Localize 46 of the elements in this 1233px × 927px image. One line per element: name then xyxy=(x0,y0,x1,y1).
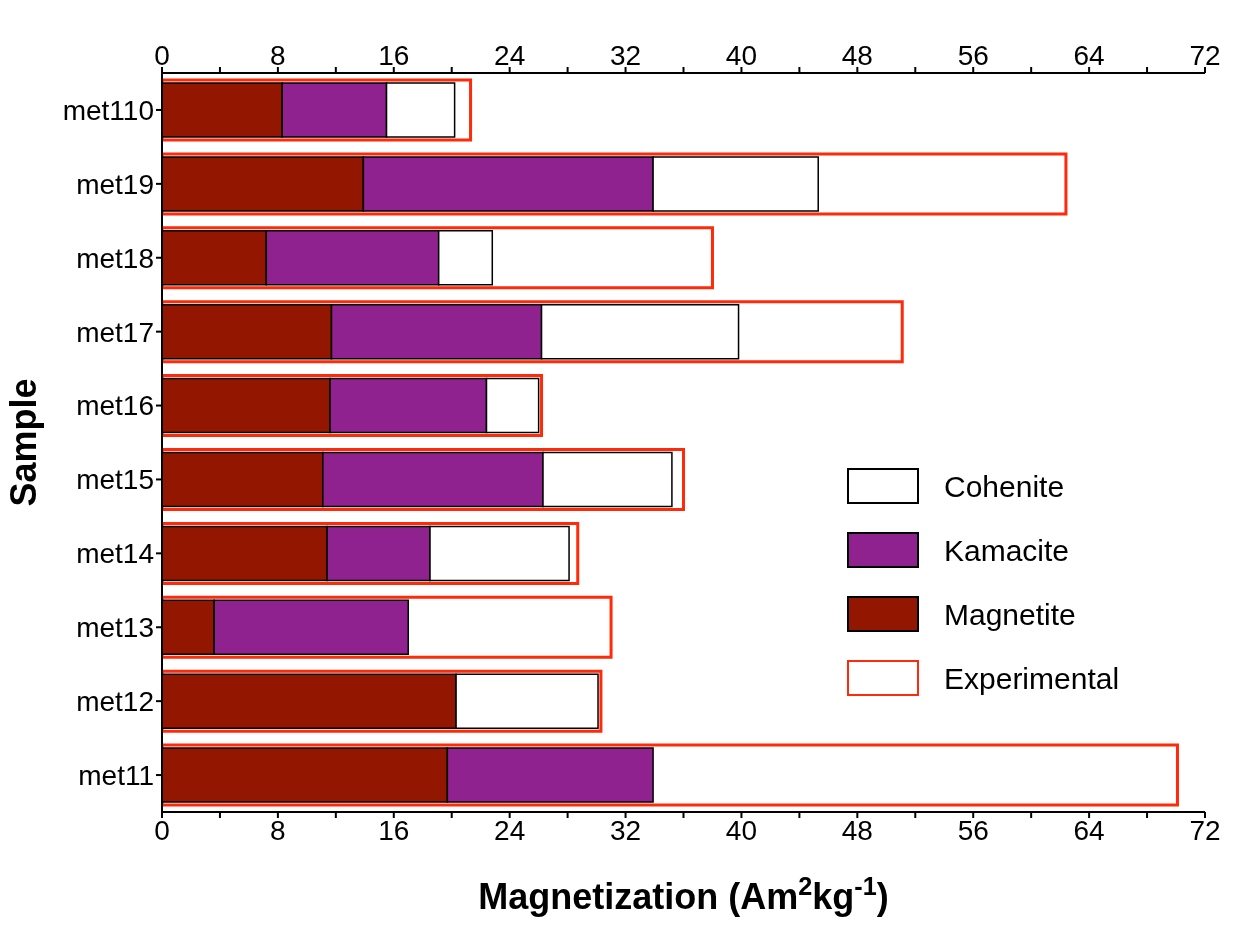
x-tick-label: 72 xyxy=(1189,40,1221,71)
y-tick-label: met11 xyxy=(78,759,154,791)
x-tick-label: 16 xyxy=(378,40,410,71)
x2-tick-label: 56 xyxy=(957,814,989,846)
bar xyxy=(162,152,1068,216)
x-tick-label: 64 xyxy=(1073,40,1105,71)
x-tick-label: 8 xyxy=(270,40,286,71)
x-tick-label: 0 xyxy=(154,40,170,71)
bar xyxy=(162,669,603,733)
legend-label: Magnetite xyxy=(944,598,1076,632)
x2-tick-label: 16 xyxy=(378,814,410,846)
x-tick-label: 56 xyxy=(957,40,989,71)
bar xyxy=(162,300,904,364)
y-tick-label: met12 xyxy=(76,686,154,718)
y-tick-label: met13 xyxy=(76,612,154,644)
y-tick-label: met17 xyxy=(76,316,154,348)
x2-tick-label: 40 xyxy=(725,814,758,846)
x-tick-label: 32 xyxy=(609,40,642,71)
y-axis-title: Sample xyxy=(3,378,44,507)
y-tick-label: met19 xyxy=(76,168,154,200)
y-tick-label: met15 xyxy=(76,464,154,496)
legend-label: Cohenite xyxy=(944,470,1065,504)
bar xyxy=(162,743,1179,807)
x-tick-label: 24 xyxy=(494,40,526,71)
bar xyxy=(162,78,473,142)
bar xyxy=(162,374,544,438)
bar xyxy=(162,226,714,290)
legend-label: Experimental xyxy=(944,662,1120,696)
y-tick-label: met18 xyxy=(76,242,154,274)
x2-tick-label: 48 xyxy=(841,814,873,846)
bar xyxy=(162,521,580,585)
bar xyxy=(162,595,613,659)
x-axis-title: Magnetization (Am$^{2}$kg$^{-1}$) xyxy=(478,872,889,917)
x2-tick-label: 8 xyxy=(270,814,286,846)
x-tick-label: 40 xyxy=(725,40,758,71)
x2-tick-label: 32 xyxy=(609,814,642,846)
x-tick-label: 48 xyxy=(841,40,873,71)
x2-tick-label: 24 xyxy=(494,814,526,846)
legend-label: Kamacite xyxy=(944,534,1070,568)
y-tick-label: met14 xyxy=(76,538,154,570)
y-tick-label: met16 xyxy=(76,390,154,422)
x2-tick-label: 64 xyxy=(1073,814,1105,846)
bar xyxy=(162,448,685,511)
x2-tick-label: 72 xyxy=(1189,814,1221,846)
x2-tick-label: 0 xyxy=(154,814,170,846)
y-tick-label: met110 xyxy=(62,94,154,126)
